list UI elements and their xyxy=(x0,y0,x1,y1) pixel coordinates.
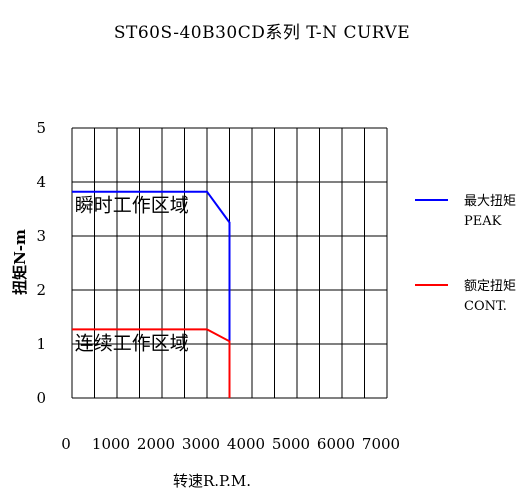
chart-title: ST60S-40B30CD系列 T-N CURVE xyxy=(114,23,410,43)
y-tick-label: 5 xyxy=(36,119,46,137)
legend-sublabel-0: PEAK xyxy=(464,214,502,229)
legend-label-0: 最大扭矩 xyxy=(464,194,516,209)
y-axis-title: 扭矩N-m xyxy=(11,229,29,295)
x-tick-label: 2000 xyxy=(137,435,175,453)
x-tick-label: 5000 xyxy=(272,435,310,453)
x-tick-label: 7000 xyxy=(362,435,400,453)
y-tick-labels: 0 1 2 3 4 5 xyxy=(36,119,46,407)
x-tick-label: 1000 xyxy=(92,435,130,453)
x-axis-title: 转速R.P.M. xyxy=(173,472,251,490)
y-tick-label: 1 xyxy=(36,335,46,353)
x-tick-label: 6000 xyxy=(317,435,355,453)
x-tick-labels: 0 1000 2000 3000 4000 5000 6000 7000 xyxy=(61,435,400,453)
x-tick-label: 0 xyxy=(61,435,71,453)
series-line-peak xyxy=(72,190,231,342)
legend-label-1: 额定扭矩 xyxy=(464,279,516,294)
legend: 最大扭矩 PEAK 额定扭矩 CONT. xyxy=(415,194,516,314)
series-line-cont xyxy=(72,328,231,398)
region-label-0: 瞬时工作区域 xyxy=(75,195,189,217)
region-label-1: 连续工作区域 xyxy=(75,332,189,354)
y-tick-label: 3 xyxy=(36,227,46,245)
y-tick-label: 0 xyxy=(36,389,46,407)
x-tick-label: 4000 xyxy=(227,435,265,453)
y-tick-label: 2 xyxy=(36,281,46,299)
x-tick-label: 3000 xyxy=(182,435,220,453)
y-tick-label: 4 xyxy=(36,173,46,191)
legend-sublabel-1: CONT. xyxy=(464,299,507,314)
series-layer xyxy=(72,190,231,398)
